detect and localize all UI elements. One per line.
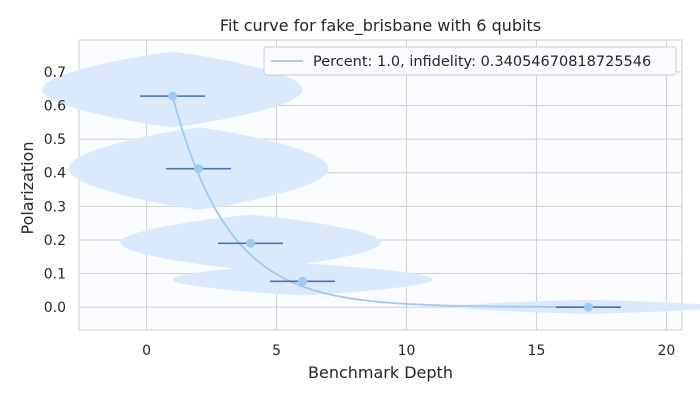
- data-point: [298, 276, 308, 286]
- y-tick-label: 0.5: [44, 132, 66, 148]
- y-tick-label: 0.2: [44, 233, 66, 249]
- violin: [42, 51, 303, 128]
- x-tick-label: 0: [142, 343, 151, 359]
- fit-curve: [171, 95, 620, 308]
- x-axis-label: Benchmark Depth: [308, 363, 453, 382]
- chart-title: Fit curve for fake_brisbane with 6 qubit…: [220, 16, 541, 36]
- data-points: [168, 91, 593, 312]
- y-tick-label: 0.6: [44, 99, 66, 115]
- legend-label: Percent: 1.0, infidelity: 0.340546708187…: [313, 54, 651, 70]
- x-tick-label: 15: [528, 343, 546, 359]
- y-tick-label: 0.1: [44, 267, 66, 283]
- x-tick-label: 20: [657, 343, 675, 359]
- y-tick-label: 0.3: [44, 199, 66, 215]
- data-point: [246, 238, 256, 248]
- x-tick-label: 5: [272, 343, 281, 359]
- y-tick-label: 0.7: [44, 65, 66, 81]
- legend-box: [263, 46, 677, 76]
- violins: [42, 51, 700, 314]
- y-axis-label: Polarization: [18, 142, 37, 235]
- y-tick-label: 0.0: [44, 300, 66, 316]
- data-point: [194, 164, 204, 174]
- data-point: [583, 302, 593, 312]
- x-tick-label: 10: [398, 343, 416, 359]
- legend: Percent: 1.0, infidelity: 0.340546708187…: [263, 46, 677, 76]
- x-tick-labels: 0 5 10 15 20: [142, 343, 675, 359]
- data-point: [168, 91, 178, 101]
- fit-curve-group: [171, 95, 620, 308]
- y-tick-label: 0.4: [44, 166, 66, 182]
- y-tick-labels: 0.0 0.1 0.2 0.3 0.4 0.5 0.6 0.7: [44, 65, 66, 316]
